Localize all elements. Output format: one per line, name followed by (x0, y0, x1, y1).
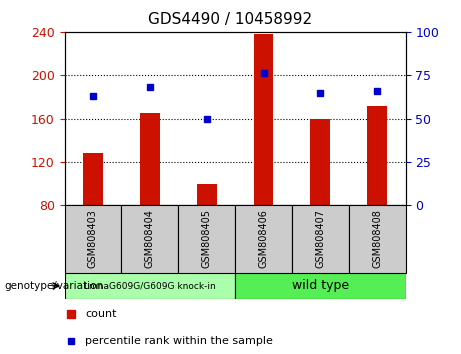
Bar (235, 205, 292, 273)
Text: percentile rank within the sample: percentile rank within the sample (85, 336, 273, 346)
Text: GSM808406: GSM808406 (259, 210, 269, 268)
Text: count: count (85, 309, 117, 319)
Bar (235, 273, 406, 299)
Bar (140, 113, 160, 205)
Text: genotype/variation: genotype/variation (5, 281, 104, 291)
Bar (121, 205, 178, 273)
Text: GSM808404: GSM808404 (145, 210, 155, 268)
Bar (83, 153, 103, 205)
Bar (65, 273, 235, 299)
Bar (65, 205, 121, 273)
Text: GDS4490 / 10458992: GDS4490 / 10458992 (148, 12, 313, 27)
Text: GSM808405: GSM808405 (201, 210, 212, 268)
Bar (349, 205, 406, 273)
Text: GSM808403: GSM808403 (88, 210, 98, 268)
Bar (197, 184, 217, 205)
Text: GSM808408: GSM808408 (372, 210, 382, 268)
Text: LmnaG609G/G609G knock-in: LmnaG609G/G609G knock-in (84, 281, 216, 290)
Bar (178, 205, 235, 273)
Bar (367, 105, 387, 205)
Text: GSM808407: GSM808407 (315, 210, 325, 268)
Bar (254, 34, 273, 205)
Bar (292, 205, 349, 273)
Bar (310, 119, 331, 205)
Text: wild type: wild type (292, 279, 349, 292)
